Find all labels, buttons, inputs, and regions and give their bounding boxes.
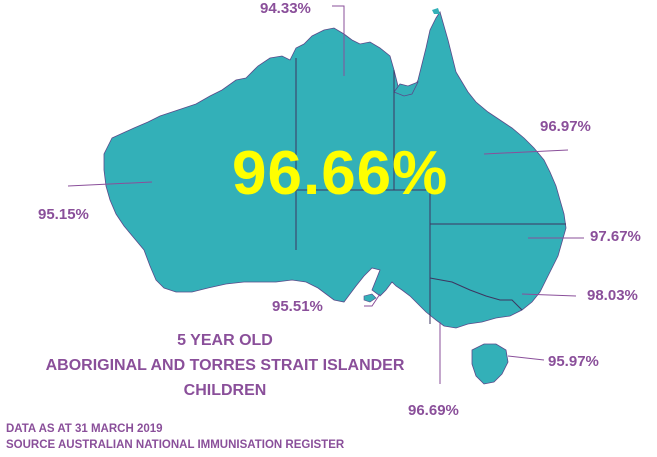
data-date: DATA AS AT 31 MARCH 2019 (6, 423, 163, 435)
label-qld: 96.97% (540, 118, 591, 135)
state-borders (295, 58, 566, 324)
label-nsw: 97.67% (590, 228, 641, 245)
island-shape (318, 34, 330, 44)
caption: 5 YEAR OLD ABORIGINAL AND TORRES STRAIT … (20, 328, 430, 403)
island-shape (432, 8, 440, 14)
label-nt: 94.33% (260, 0, 311, 17)
data-source: SOURCE AUSTRALIAN NATIONAL IMMUNISATION … (6, 439, 345, 451)
footer: DATA AS AT 31 MARCH 2019 SOURCE AUSTRALI… (6, 421, 344, 453)
label-sa: 95.51% (272, 298, 323, 315)
kangaroo-island-shape (363, 293, 377, 303)
label-wa: 95.15% (38, 206, 89, 223)
national-rate: 96.66% (232, 139, 449, 208)
caption-line: CHILDREN (183, 382, 267, 399)
leader-lines (67, 5, 584, 384)
mainland-shape (103, 11, 567, 329)
label-act: 98.03% (587, 287, 638, 304)
caption-line: ABORIGINAL AND TORRES STRAIT ISLANDER (45, 357, 405, 374)
cape-york-shape (393, 81, 419, 97)
tasmania-shape (471, 343, 509, 385)
label-vic: 96.69% (408, 402, 459, 419)
label-tas: 95.97% (548, 353, 599, 370)
caption-line: 5 YEAR OLD (177, 332, 273, 349)
